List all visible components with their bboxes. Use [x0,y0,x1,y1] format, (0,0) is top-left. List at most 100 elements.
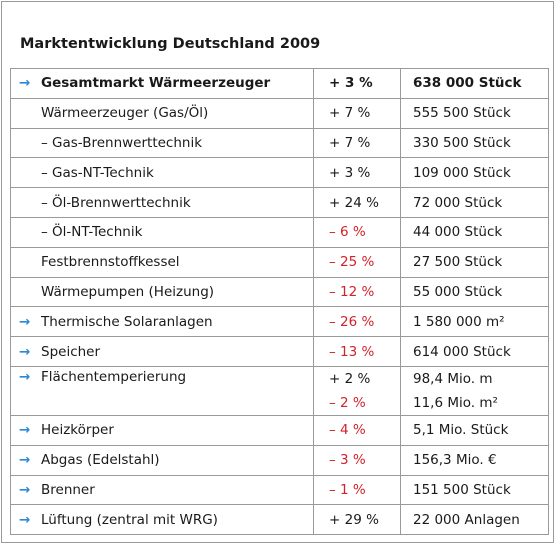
row-label: – Gas-Brennwerttechnik [41,134,203,151]
change-cell: + 24 % [313,187,401,218]
change-cell: + 2 % – 2 % [313,365,401,416]
amount: 330 500 Stück [413,134,511,151]
change: – 26 % [329,313,375,330]
change: + 7 % [329,105,371,122]
row: → Speicher – 13 % 614 000 Stück [10,336,549,367]
change: – 4 % [329,422,366,439]
row-label: Gesamtmarkt Wärmeerzeuger [41,75,271,92]
label-cell: – Gas-Brennwerttechnik [10,127,314,159]
change-cell: – 4 % [313,414,401,446]
change-cell: + 3 % [313,157,401,189]
change-cell: + 7 % [313,97,401,129]
arrow-icon: → [19,75,31,92]
change-cell: – 6 % [313,216,401,248]
amount-cell: 98,4 Mio. m 11,6 Mio. m² [400,365,549,416]
amount-cell: 555 500 Stück [400,97,549,129]
row: – Gas-Brennwerttechnik + 7 % 330 500 Stück [10,127,549,159]
amount-cell: 638 000 Stück [400,68,549,99]
label-cell: – Öl-NT-Technik [10,216,314,248]
change: – 25 % [329,254,375,271]
change: – 6 % [329,224,366,241]
amount: 614 000 Stück [413,343,511,360]
table-body: → Gesamtmarkt Wärmeerzeuger + 3 % 638 000 S… [10,68,549,536]
label-cell: Festbrennstoffkessel [10,246,314,278]
change: – 2 % [329,394,366,411]
arrow-icon: → [19,313,31,330]
amount: 22 000 Anlagen [413,511,520,528]
row-label: Wärmeerzeuger (Gas/Öl) [41,105,209,122]
amount: 98,4 Mio. m [413,370,493,387]
amount: 151 500 Stück [413,481,511,498]
label-cell: – Öl-Brennwerttechnik [10,187,314,218]
change: – 13 % [329,343,375,360]
label-cell: Wärmepumpen (Heizung) [10,276,314,308]
arrow-icon: → [19,481,31,498]
amount: 1 580 000 m² [413,313,505,330]
amount: 27 500 Stück [413,254,503,271]
change: + 29 % [329,511,379,528]
row: – Gas-NT-Technik + 3 % 109 000 Stück [10,157,549,189]
row: Festbrennstoffkessel – 25 % 27 500 Stück [10,246,549,278]
row: → Abgas (Edelstahl) – 3 % 156,3 Mio. € [10,444,549,476]
change-cell: – 26 % [313,306,401,338]
change: + 3 % [329,75,373,92]
row: → Lüftung (zentral mit WRG) + 29 % 22 000 A… [10,504,549,536]
amount-cell: 22 000 Anlagen [400,504,549,536]
change: – 12 % [329,283,375,300]
amount: 55 000 Stück [413,283,503,300]
row: → Thermische Solaranlagen – 26 % 1 580 000 … [10,306,549,338]
amount-cell: 1 580 000 m² [400,306,549,338]
row: – Öl-NT-Technik – 6 % 44 000 Stück [10,216,549,248]
row: Wärmepumpen (Heizung) – 12 % 55 000 Stück [10,276,549,308]
change: – 3 % [329,452,366,469]
row-label: Speicher [41,343,101,360]
row: → Gesamtmarkt Wärmeerzeuger + 3 % 638 000 S… [10,68,549,99]
row-label: – Öl-Brennwerttechnik [41,194,191,211]
label-cell: → Speicher [10,336,314,367]
change: – 1 % [329,481,366,498]
amount: 555 500 Stück [413,105,511,122]
row-label: – Öl-NT-Technik [41,224,143,241]
arrow-icon: → [19,422,31,439]
arrow-icon: → [19,452,31,469]
row-label: Heizkörper [41,422,114,439]
row-label: Brenner [41,481,95,498]
arrow-icon: → [19,343,31,360]
amount-cell: 109 000 Stück [400,157,549,189]
amount-cell: 151 500 Stück [400,474,549,506]
amount-cell: 55 000 Stück [400,276,549,308]
amount: 44 000 Stück [413,224,503,241]
label-cell: → Lüftung (zentral mit WRG) [10,504,314,536]
amount-cell: 156,3 Mio. € [400,444,549,476]
label-cell: → Abgas (Edelstahl) [10,444,314,476]
amount-cell: 614 000 Stück [400,336,549,367]
label-cell: – Gas-NT-Technik [10,157,314,189]
change-cell: + 3 % [313,68,401,99]
amount-cell: 5,1 Mio. Stück [400,414,549,446]
change-cell: + 29 % [313,504,401,536]
title: Marktentwicklung Deutschland 2009 [20,36,321,52]
label-cell: → Gesamtmarkt Wärmeerzeuger [10,68,314,99]
label-cell: → Thermische Solaranlagen [10,306,314,338]
arrow-icon: → [19,368,31,385]
amount: 638 000 Stück [413,75,522,92]
row: → Heizkörper – 4 % 5,1 Mio. Stück [10,414,549,446]
row: – Öl-Brennwerttechnik + 24 % 72 000 Stück [10,187,549,218]
change: + 24 % [329,194,379,211]
change-cell: – 25 % [313,246,401,278]
amount-cell: 27 500 Stück [400,246,549,278]
row-label: – Gas-NT-Technik [41,164,154,181]
label-cell: → Brenner [10,474,314,506]
amount: 72 000 Stück [413,194,503,211]
amount: 11,6 Mio. m² [413,394,498,411]
row-label: Lüftung (zentral mit WRG) [41,511,218,528]
change-cell: – 12 % [313,276,401,308]
change: + 3 % [329,164,371,181]
change-cell: – 1 % [313,474,401,506]
market-table: → Gesamtmarkt Wärmeerzeuger + 3 % 638 000 S… [10,68,549,536]
amount: 5,1 Mio. Stück [413,422,509,439]
change: + 2 % [329,370,371,387]
amount-cell: 72 000 Stück [400,187,549,218]
amount: 156,3 Mio. € [413,452,497,469]
